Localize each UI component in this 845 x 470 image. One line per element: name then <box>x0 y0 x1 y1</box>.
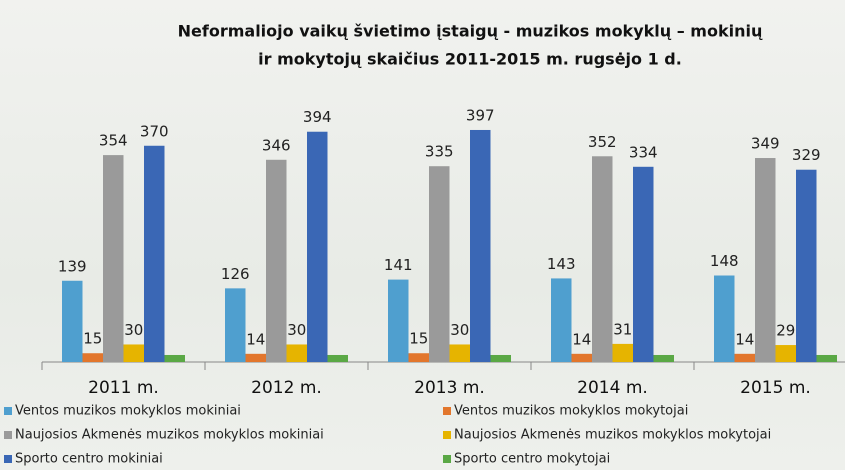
legend-swatch <box>443 407 451 415</box>
data-label: 143 <box>547 255 576 273</box>
data-label: 126 <box>221 265 250 283</box>
bar <box>653 354 674 362</box>
data-label: 139 <box>58 257 87 275</box>
data-label: 352 <box>588 133 617 151</box>
x-tick-label: 2011 m. <box>88 378 159 398</box>
data-label: 370 <box>140 122 169 140</box>
data-label: 141 <box>384 256 413 274</box>
legend-swatch <box>4 407 12 415</box>
data-label: 349 <box>751 135 780 153</box>
bar <box>775 345 796 362</box>
data-label: 15 <box>83 330 102 348</box>
bar <box>449 344 470 362</box>
x-tick-label: 2012 m. <box>251 378 322 398</box>
x-tick-label: 2013 m. <box>414 378 485 398</box>
legend-swatch <box>443 431 451 439</box>
x-tick-label: 2015 m. <box>740 378 811 398</box>
bar <box>62 280 83 362</box>
bar <box>755 158 776 362</box>
data-label: 29 <box>776 322 795 340</box>
bar <box>225 288 246 362</box>
bar <box>714 275 735 362</box>
data-label: 14 <box>735 330 754 348</box>
legend-swatch <box>4 431 12 439</box>
legend-label: Ventos muzikos mokyklos mokytojai <box>454 404 688 419</box>
bar <box>612 343 633 362</box>
data-label: 30 <box>450 321 469 339</box>
data-label: 354 <box>99 132 128 150</box>
bar <box>245 353 266 362</box>
bar <box>592 156 613 362</box>
data-label: 394 <box>303 108 332 126</box>
data-label: 14 <box>246 330 265 348</box>
bar <box>490 354 511 362</box>
bar <box>164 354 185 362</box>
bar <box>633 166 654 362</box>
data-label: 31 <box>613 320 632 338</box>
data-label: 15 <box>409 330 428 348</box>
legend-label: Sporto centro mokiniai <box>15 452 163 467</box>
bar <box>286 344 307 362</box>
legend-label: Naujosios Akmenės muzikos mokyklos mokyt… <box>454 428 771 443</box>
data-label: 14 <box>572 330 591 348</box>
bar <box>327 354 348 362</box>
bar <box>551 278 572 362</box>
chart-title: ir mokytojų skaičius 2011-2015 m. rugsėj… <box>258 50 682 69</box>
bar <box>388 279 409 362</box>
legend-label: Ventos muzikos mokyklos mokiniai <box>15 404 241 419</box>
data-label: 335 <box>425 143 454 161</box>
x-tick-label: 2014 m. <box>577 378 648 398</box>
data-label: 346 <box>262 136 291 154</box>
legend-label: Sporto centro mokytojai <box>454 452 610 467</box>
data-label: 148 <box>710 252 739 270</box>
bar <box>470 129 491 362</box>
bar <box>816 354 837 362</box>
data-label: 329 <box>792 146 821 164</box>
data-label: 334 <box>629 143 658 161</box>
bar <box>734 353 755 362</box>
data-label: 30 <box>287 321 306 339</box>
bar <box>307 131 328 362</box>
legend-label: Naujosios Akmenės muzikos mokyklos mokin… <box>15 428 324 443</box>
legend-swatch <box>4 455 12 463</box>
legend-swatch <box>443 455 451 463</box>
data-label: 397 <box>466 106 495 124</box>
bar <box>82 353 103 362</box>
bar <box>571 353 592 362</box>
bar <box>266 159 287 362</box>
bar <box>144 145 165 362</box>
bar <box>103 155 124 362</box>
chart-title: Neformaliojo vaikų švietimo įstaigų - mu… <box>178 22 763 41</box>
data-label: 30 <box>124 321 143 339</box>
bar <box>408 353 429 362</box>
bar <box>429 166 450 362</box>
bar <box>796 169 817 362</box>
bar <box>123 344 144 362</box>
